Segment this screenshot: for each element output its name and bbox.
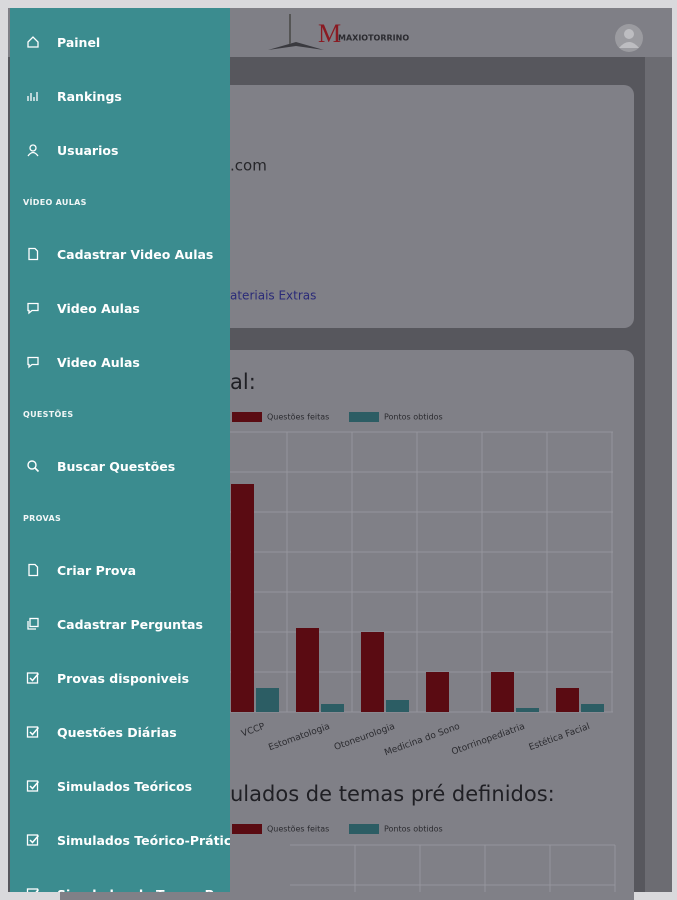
- bar: [256, 688, 279, 712]
- sidebar-menu: Painel Rankings Usuarios VÍDEO AULAS Cadastr…: [10, 15, 230, 892]
- menu-label: Video Aulas: [57, 354, 140, 370]
- bar: [491, 672, 514, 712]
- menu-item[interactable]: Simulados Teórico-Práticos: [10, 813, 230, 867]
- menu-section-heading: QUESTÕES: [23, 409, 74, 419]
- menu-label: Usuarios: [57, 142, 119, 158]
- menu-item[interactable]: Cadastrar Perguntas: [10, 597, 230, 651]
- menu-label: Criar Prova: [57, 562, 137, 578]
- chart-title: al:: [230, 370, 256, 394]
- menu-label: Simulados Teórico-Práticos: [57, 832, 230, 848]
- menu-item[interactable]: Painel: [10, 15, 230, 69]
- legend-swatch: [349, 412, 379, 422]
- menu-icon: [27, 36, 39, 48]
- menu-section-heading: VÍDEO AULAS: [23, 197, 87, 207]
- menu-item[interactable]: Rankings: [10, 69, 230, 123]
- menu-label: Video Aulas: [57, 300, 140, 316]
- bar: [516, 708, 539, 712]
- logo: M MAXIOTORRINO: [268, 14, 409, 50]
- bar: [321, 704, 344, 712]
- materials-link[interactable]: ateriais Extras: [230, 289, 316, 303]
- menu-section-heading: PROVAS: [23, 513, 62, 523]
- menu-label: Cadastrar Video Aulas: [57, 246, 214, 262]
- menu-item[interactable]: Provas disponiveis: [10, 651, 230, 705]
- menu-icon: [26, 672, 40, 684]
- legend-label: Pontos obtidos: [384, 825, 443, 834]
- legend-label: Pontos obtidos: [384, 413, 443, 422]
- scroll-area: [645, 57, 672, 892]
- svg-text:M: M: [318, 19, 341, 48]
- sidebar: Painel Rankings Usuarios VÍDEO AULAS Cadastr…: [10, 8, 230, 892]
- menu-label: Rankings: [57, 88, 122, 104]
- menu-icon: [27, 617, 39, 630]
- menu-icon: [27, 460, 40, 473]
- menu-label: Provas disponiveis: [57, 670, 190, 686]
- bar: [556, 688, 579, 712]
- bar: [361, 632, 384, 712]
- menu-label: Buscar Questões: [57, 458, 176, 474]
- legend-swatch: [232, 824, 262, 834]
- menu-label: Painel: [57, 34, 101, 50]
- menu-icon: [26, 888, 40, 892]
- legend-swatch: [232, 412, 262, 422]
- chart-title: ulados de temas pré definidos:: [230, 782, 555, 806]
- menu-icon: [26, 780, 40, 792]
- menu-icon: [27, 144, 39, 157]
- menu-icon: [27, 356, 39, 369]
- legend-label: Questões feitas: [267, 413, 329, 422]
- legend-swatch: [349, 824, 379, 834]
- bar: [386, 700, 409, 712]
- menu-item[interactable]: Usuarios: [10, 123, 230, 177]
- menu-item[interactable]: Simulados Teóricos: [10, 759, 230, 813]
- menu-icon: [27, 92, 38, 101]
- menu-icon: [26, 726, 40, 738]
- menu-icon: [27, 302, 39, 315]
- menu-item[interactable]: Cadastrar Video Aulas: [10, 227, 230, 281]
- legend-label: Questões feitas: [267, 825, 329, 834]
- bar: [231, 484, 254, 712]
- profile-email: .com: [230, 157, 267, 175]
- bar: [581, 704, 604, 712]
- menu-label: Simulados de Temas Predefinidos: [57, 887, 230, 893]
- menu-item[interactable]: Criar Prova: [10, 543, 230, 597]
- menu-item[interactable]: Questões Diárias: [10, 705, 230, 759]
- menu-item[interactable]: Video Aulas: [10, 281, 230, 335]
- menu-icon: [26, 834, 40, 846]
- bar: [426, 672, 449, 712]
- menu-item[interactable]: Video Aulas: [10, 335, 230, 389]
- bar: [296, 628, 319, 712]
- menu-icon: [28, 247, 39, 261]
- menu-icon: [28, 563, 39, 577]
- menu-label: Questões Diárias: [57, 724, 177, 740]
- menu-item[interactable]: Buscar Questões: [10, 439, 230, 493]
- menu-item[interactable]: Simulados de Temas Predefinidos: [10, 867, 230, 892]
- menu-label: Cadastrar Perguntas: [57, 616, 203, 632]
- logo-text: MAXIOTORRINO: [338, 34, 409, 43]
- menu-label: Simulados Teóricos: [57, 778, 193, 794]
